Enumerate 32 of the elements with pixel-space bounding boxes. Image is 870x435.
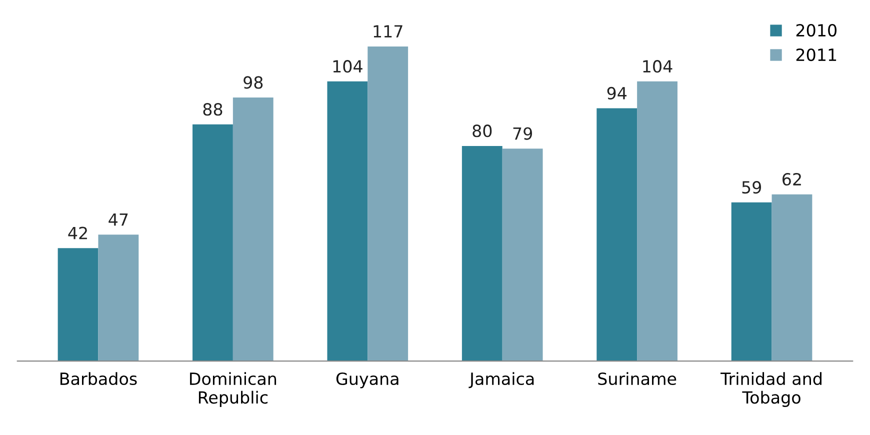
bar: [502, 148, 543, 362]
bar: [327, 81, 368, 362]
bar: [58, 248, 98, 362]
x-tick-label: Suriname: [598, 372, 676, 386]
data-label: 47: [108, 214, 128, 226]
data-label: 88: [203, 103, 222, 116]
x-tick-label: Barbados: [60, 372, 137, 386]
bar: [462, 146, 502, 362]
bar: [192, 124, 233, 362]
data-label: 98: [244, 76, 263, 89]
bar: [98, 234, 139, 362]
data-label: 104: [333, 60, 362, 73]
x-tick-label: Trinidad and Tobago: [720, 372, 822, 407]
bar: [596, 108, 638, 362]
bar: [772, 194, 812, 362]
x-tick-label: Guyana: [336, 372, 398, 388]
data-label: 104: [643, 60, 672, 73]
bar: [368, 46, 408, 362]
data-label: 62: [782, 172, 801, 186]
bar: [731, 202, 772, 362]
legend-label: 2010: [796, 24, 836, 37]
data-label: 42: [68, 226, 87, 240]
x-tick-label: Dominican Republic: [190, 372, 276, 407]
data-label: 59: [742, 181, 761, 194]
data-label: 94: [607, 86, 627, 100]
bar: [637, 81, 678, 362]
data-label: 80: [472, 124, 492, 138]
legend-label: 2011: [796, 48, 836, 62]
x-tick-label: Jamaica: [468, 372, 534, 388]
data-label: 79: [513, 127, 532, 140]
bar: [232, 98, 274, 362]
data-label: 117: [374, 25, 402, 38]
